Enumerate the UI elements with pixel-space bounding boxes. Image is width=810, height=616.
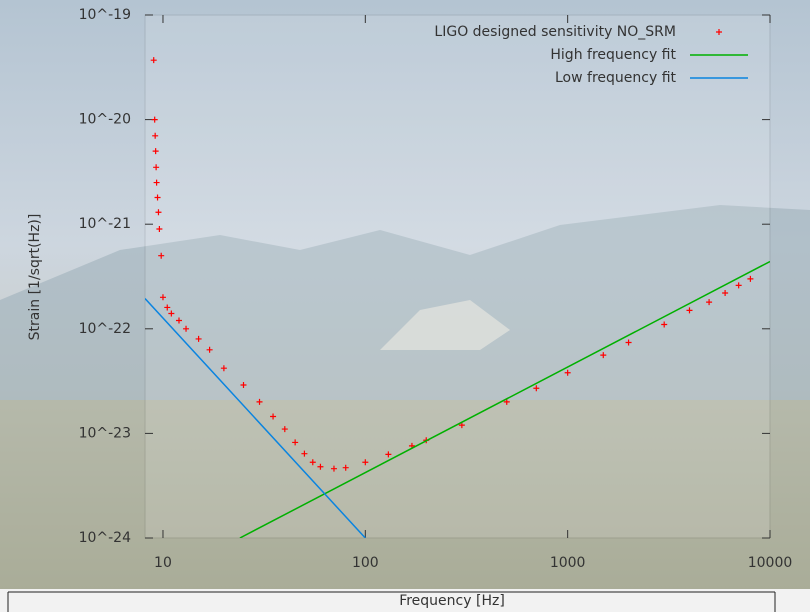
plot-frame	[145, 15, 770, 538]
body: {"chart_data": {"type": "scatter", "x_la…	[0, 0, 810, 612]
chart: Strain [1/sqrt(Hz)] Frequency [Hz] 10^-1…	[0, 0, 810, 612]
x-tick-label: 1000	[550, 555, 586, 571]
x-tick-label: 10000	[748, 555, 793, 571]
y-tick-label: 10^-19	[79, 7, 131, 23]
legend-label: High frequency fit	[550, 47, 676, 63]
x-tick-label: 100	[352, 555, 379, 571]
legend-label: Low frequency fit	[555, 70, 677, 86]
x-tick-label: 10	[154, 555, 172, 571]
legend-label: LIGO designed sensitivity NO_SRM	[434, 24, 676, 40]
page: body { margin: 0; width: 810px; height: …	[0, 0, 810, 612]
y-axis-label: Strain [1/sqrt(Hz)]	[27, 214, 43, 341]
x-axis-label: Frequency [Hz]	[399, 593, 505, 609]
y-tick-label: 10^-21	[79, 216, 131, 232]
y-tick-label: 10^-23	[79, 425, 131, 441]
y-tick-label: 10^-24	[79, 530, 132, 546]
y-tick-label: 10^-22	[79, 321, 131, 337]
y-tick-label: 10^-20	[79, 112, 131, 128]
